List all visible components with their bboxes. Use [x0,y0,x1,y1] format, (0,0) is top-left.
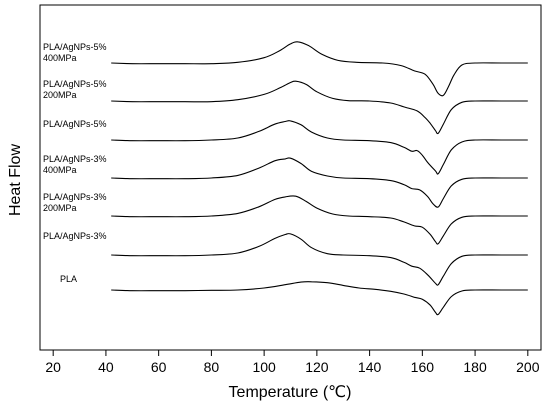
x-axis-ticks [52,350,529,356]
series-line [111,281,528,316]
series-label: PLA/AgNPs-5% 400MPa [43,42,107,63]
x-tick-label: 120 [305,359,329,375]
series-labels: PLA/AgNPs-5% 400MPa PLA/AgNPs-5% 200MPa PLA/… [43,42,107,284]
series-label: PLA [60,274,77,284]
x-tick-label: 20 [45,359,61,375]
series-line [111,195,528,245]
x-tick-label: 60 [151,359,167,375]
series-label: PLA/AgNPs-5% 200MPa [43,79,107,100]
series-line [111,80,528,135]
x-axis-tick-labels: 20 40 60 80 100 120 140 160 180 200 [45,359,539,375]
plot-frame [39,4,542,351]
series-label: PLA/AgNPs-3% [43,231,107,241]
series-label: PLA/AgNPs-5% [43,119,107,129]
x-tick-label: 180 [463,359,487,375]
series-line [111,120,528,175]
x-tick-label: 160 [411,359,435,375]
series-label: PLA/AgNPs-3% 200MPa [43,192,107,213]
x-tick-label: 40 [98,359,114,375]
series-line [111,233,528,286]
x-tick-label: 80 [204,359,220,375]
series-line [111,41,528,97]
x-tick-label: 200 [516,359,540,375]
series-lines [111,41,528,316]
y-axis-title: Heat Flow [7,144,24,216]
series-line [111,157,528,208]
x-tick-label: 100 [252,359,276,375]
series-label: PLA/AgNPs-3% 400MPa [43,154,107,175]
x-tick-label: 140 [358,359,382,375]
x-axis-title: Temperature (℃) [229,384,352,401]
